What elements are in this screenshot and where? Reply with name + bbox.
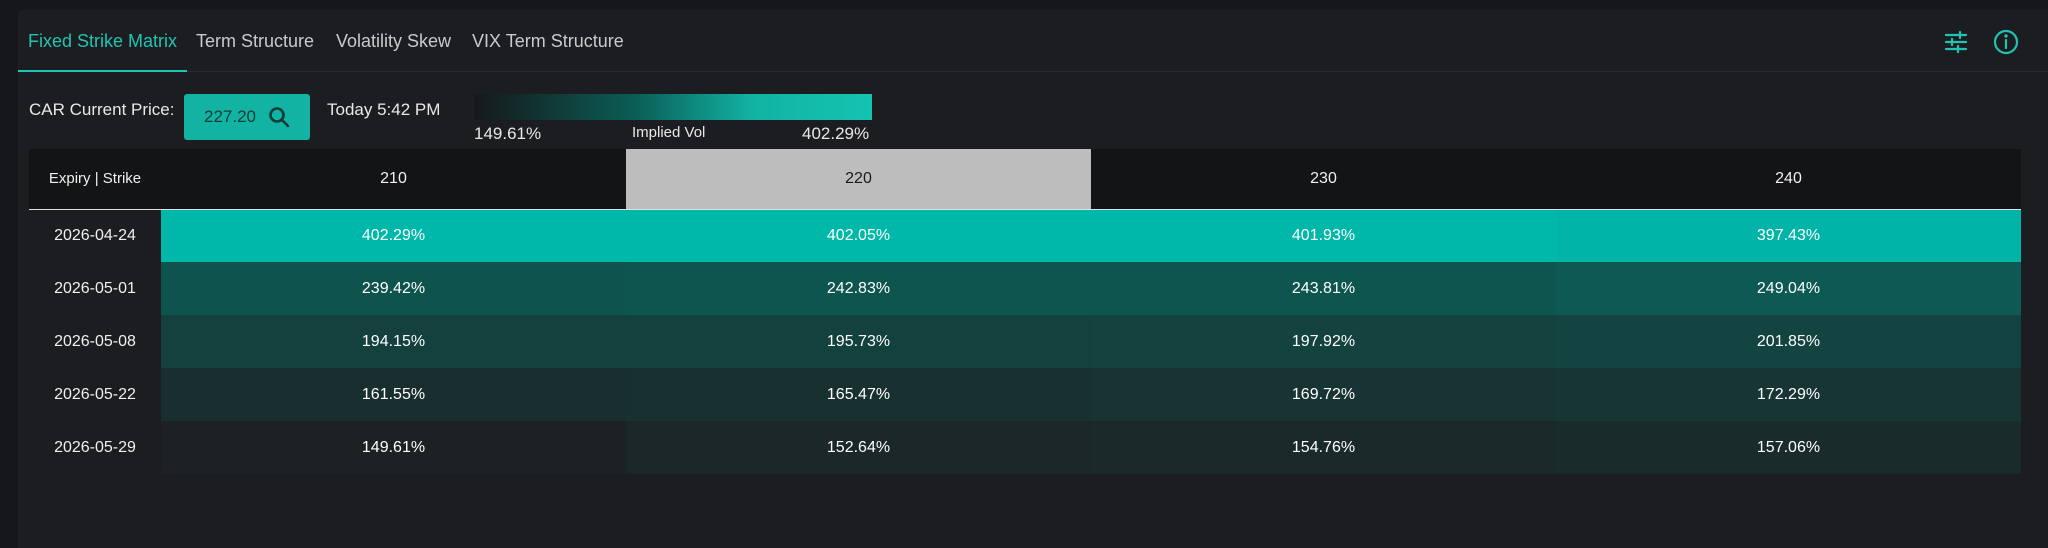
vol-cell[interactable]: 249.04% [1556,262,2021,315]
header-row: Expiry | Strike 210 220 230 240 [29,149,2021,210]
info-icon[interactable] [1992,28,2020,56]
sliders-icon[interactable] [1942,28,1970,56]
tab-vix-term-structure[interactable]: VIX Term Structure [472,31,624,51]
vol-cell[interactable]: 169.72% [1091,368,1556,421]
table-row: 2026-05-08 194.15% 195.73% 197.92% 201.8… [29,315,2021,368]
expiry-cell: 2026-05-08 [29,315,161,368]
vol-cell[interactable]: 154.76% [1091,421,1556,474]
table-row: 2026-05-01 239.42% 242.83% 243.81% 249.0… [29,262,2021,315]
volatility-panel: Fixed Strike Matrix Term Structure Volat… [18,10,2048,548]
strike-header[interactable]: 220 [626,149,1091,210]
timestamp: Today 5:42 PM [327,100,441,119]
vol-cell[interactable]: 149.61% [161,421,626,474]
vol-cell[interactable]: 161.55% [161,368,626,421]
table-row: 2026-04-24 402.29% 402.05% 401.93% 397.4… [29,209,2021,262]
vol-cell[interactable]: 397.43% [1556,209,2021,262]
expiry-cell: 2026-05-01 [29,262,161,315]
vol-cell[interactable]: 194.15% [161,315,626,368]
strike-header[interactable]: 210 [161,149,626,210]
implied-vol-color-scale [474,94,872,120]
vol-cell[interactable]: 172.29% [1556,368,2021,421]
vol-cell[interactable]: 402.29% [161,209,626,262]
corner-header: Expiry | Strike [29,149,161,210]
search-icon [268,106,290,128]
vol-cell[interactable]: 239.42% [161,262,626,315]
tab-bar: Fixed Strike Matrix Term Structure Volat… [18,10,2048,72]
current-price-label: CAR Current Price: [29,100,175,119]
vol-cell[interactable]: 195.73% [626,315,1091,368]
legend-title: Implied Vol [632,124,706,141]
vol-cell[interactable]: 152.64% [626,421,1091,474]
legend-min-value: 149.61% [474,124,542,143]
vol-cell[interactable]: 402.05% [626,209,1091,262]
toolbar: CAR Current Price: 227.20 Today 5:42 PM … [18,72,2048,158]
expiry-cell: 2026-04-24 [29,209,161,262]
fixed-strike-matrix-table: Expiry | Strike 210 220 230 240 2026-04-… [29,149,2021,474]
vol-cell[interactable]: 201.85% [1556,315,2021,368]
vol-cell[interactable]: 401.93% [1091,209,1556,262]
vol-cell[interactable]: 157.06% [1556,421,2021,474]
table-row: 2026-05-22 161.55% 165.47% 169.72% 172.2… [29,368,2021,421]
expiry-cell: 2026-05-22 [29,368,161,421]
strike-header[interactable]: 240 [1556,149,2021,210]
expiry-cell: 2026-05-29 [29,421,161,474]
vol-cell[interactable]: 243.81% [1091,262,1556,315]
table-row: 2026-05-29 149.61% 152.64% 154.76% 157.0… [29,421,2021,474]
current-price-value: 227.20 [204,107,256,126]
vol-cell[interactable]: 165.47% [626,368,1091,421]
strike-header[interactable]: 230 [1091,149,1556,210]
vol-cell[interactable]: 242.83% [626,262,1091,315]
vol-cell[interactable]: 197.92% [1091,315,1556,368]
tab-volatility-skew[interactable]: Volatility Skew [336,31,452,51]
tab-fixed-strike-matrix[interactable]: Fixed Strike Matrix [18,10,188,72]
price-search-button[interactable]: 227.20 [184,94,310,140]
tab-term-structure[interactable]: Term Structure [196,31,315,51]
legend-max-value: 402.29% [802,124,870,143]
